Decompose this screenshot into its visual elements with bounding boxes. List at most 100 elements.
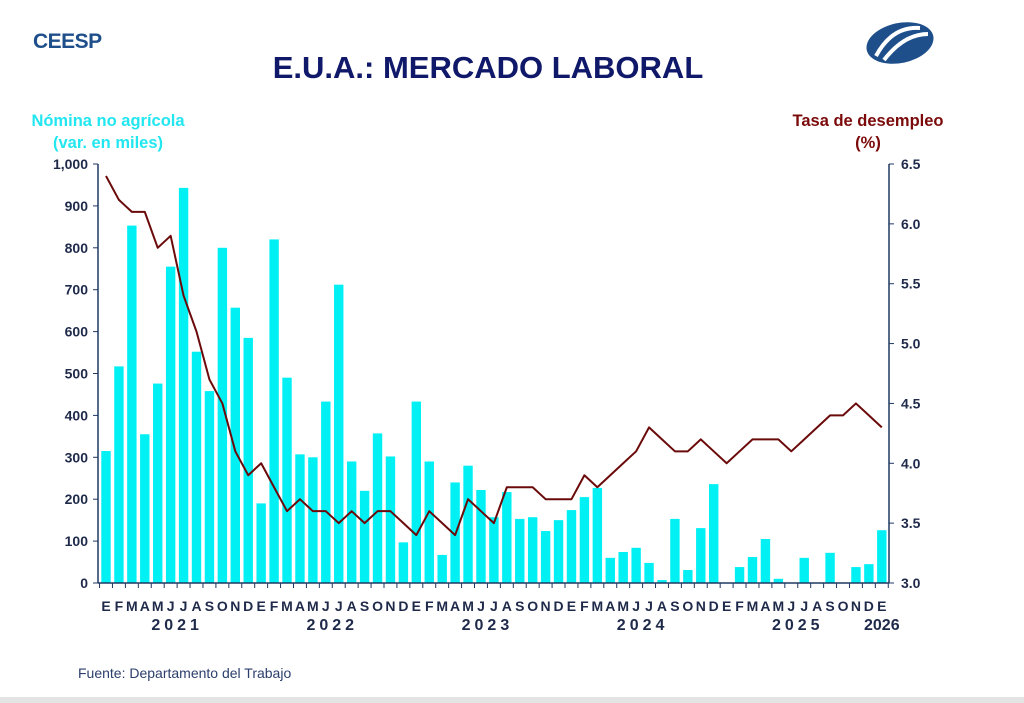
bar	[411, 401, 422, 583]
month-label: J	[787, 598, 795, 614]
right-tick-label: 4.0	[901, 455, 921, 471]
month-label: N	[851, 598, 861, 614]
month-label: D	[709, 598, 719, 614]
left-tick-label: 100	[65, 533, 89, 549]
month-label: J	[335, 598, 343, 614]
source-note: Fuente: Departamento del Trabajo	[78, 665, 292, 681]
month-label: E	[567, 598, 576, 614]
year-label: 2022	[306, 617, 358, 634]
right-tick-label: 5.0	[901, 336, 921, 352]
bar	[385, 456, 396, 583]
bar	[709, 484, 719, 583]
month-label: E	[101, 598, 110, 614]
bar	[747, 557, 758, 583]
month-label: E	[412, 598, 421, 614]
right-axis-title-line: Tasa de desempleo	[792, 112, 944, 130]
bar	[825, 552, 835, 583]
month-label: A	[140, 598, 150, 614]
year-label: 2026	[864, 617, 900, 634]
year-label: 2023	[462, 617, 514, 634]
left-tick-label: 200	[65, 491, 89, 507]
left-tick-label: 1,000	[53, 156, 88, 172]
month-label: N	[696, 598, 706, 614]
month-label: J	[322, 598, 330, 614]
bar	[657, 580, 667, 583]
bar	[631, 547, 641, 583]
bar	[191, 351, 202, 583]
left-tick-label: 600	[65, 324, 89, 340]
month-label: M	[281, 598, 293, 614]
month-label: M	[126, 598, 138, 614]
bar	[527, 517, 538, 583]
month-label: J	[180, 598, 188, 614]
month-label: F	[115, 598, 124, 614]
bar	[502, 492, 512, 583]
bar	[398, 542, 409, 583]
month-label: O	[372, 598, 383, 614]
bar	[476, 489, 486, 583]
bar	[178, 187, 189, 583]
bar	[773, 578, 784, 583]
bar	[437, 554, 447, 583]
bar	[592, 487, 603, 583]
bar	[864, 564, 874, 583]
month-label: O	[217, 598, 228, 614]
month-label: O	[838, 598, 849, 614]
month-label: D	[398, 598, 408, 614]
left-tick-label: 700	[65, 282, 89, 298]
left-axis-title-line: Nómina no agrícola	[31, 112, 185, 130]
month-label: E	[722, 598, 731, 614]
month-label: M	[307, 598, 319, 614]
bar	[696, 528, 706, 583]
month-label: N	[230, 598, 240, 614]
left-tick-label: 800	[65, 240, 89, 256]
month-label: M	[462, 598, 474, 614]
month-label: J	[490, 598, 498, 614]
month-label: F	[580, 598, 589, 614]
bar	[670, 518, 680, 583]
month-label: J	[632, 598, 640, 614]
month-label: A	[191, 598, 201, 614]
right-tick-label: 3.0	[901, 575, 921, 591]
bar	[295, 454, 305, 583]
month-label: J	[167, 598, 175, 614]
bar	[463, 465, 473, 583]
bar	[566, 510, 577, 583]
bar	[424, 461, 434, 583]
bar	[165, 266, 176, 583]
left-axis-title: Nómina no agrícola (var. en miles)	[20, 110, 196, 154]
bar	[282, 377, 292, 583]
bar	[734, 567, 745, 583]
month-label: S	[670, 598, 679, 614]
left-tick-label: 300	[65, 449, 89, 465]
month-label: A	[502, 598, 512, 614]
bar	[346, 461, 357, 583]
bar	[877, 530, 887, 583]
year-label: 2024	[617, 617, 669, 634]
month-label: M	[152, 598, 164, 614]
bar	[553, 520, 564, 583]
month-label: D	[553, 598, 563, 614]
bar	[760, 539, 771, 583]
bar	[243, 337, 253, 583]
right-tick-label: 4.5	[901, 395, 921, 411]
year-label: 2021	[151, 617, 203, 634]
bar	[579, 497, 590, 583]
right-tick-label: 6.5	[901, 156, 921, 172]
month-label: F	[425, 598, 434, 614]
month-label: E	[877, 598, 886, 614]
bar	[230, 307, 240, 583]
right-axis-title-line: (%)	[855, 134, 881, 152]
month-label: D	[864, 598, 874, 614]
bar	[644, 562, 654, 583]
brand-name: CEESP	[33, 30, 102, 53]
bar	[114, 366, 124, 583]
bar	[101, 451, 111, 583]
month-label: S	[515, 598, 524, 614]
bar	[217, 247, 228, 584]
month-label: A	[657, 598, 667, 614]
month-label: A	[605, 598, 615, 614]
left-tick-label: 0	[80, 575, 88, 591]
bar	[618, 551, 628, 583]
